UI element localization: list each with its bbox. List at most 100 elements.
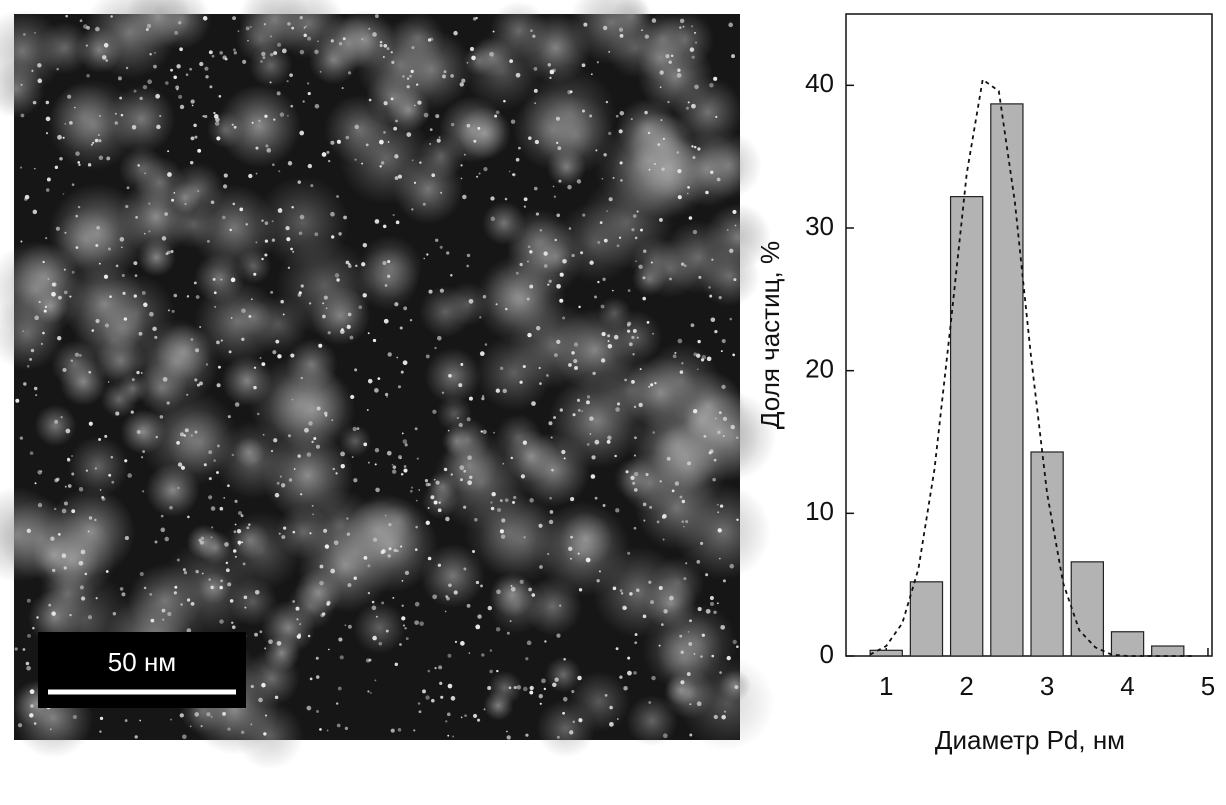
texture-particle	[227, 727, 231, 731]
texture-particle	[390, 97, 394, 101]
texture-particle	[557, 146, 562, 151]
texture-particle	[384, 514, 387, 517]
texture-particle	[427, 38, 432, 42]
texture-particle	[523, 205, 526, 208]
texture-particle	[608, 131, 612, 136]
texture-particle	[85, 469, 89, 472]
texture-particle	[648, 168, 651, 171]
texture-particle	[533, 67, 538, 71]
texture-particle	[229, 228, 232, 232]
texture-particle	[558, 179, 562, 183]
texture-particle	[501, 518, 506, 523]
texture-particle	[438, 136, 441, 139]
texture-particle	[489, 51, 494, 57]
texture-particle	[220, 278, 223, 281]
texture-particle	[616, 718, 619, 720]
texture-particle	[384, 284, 388, 287]
texture-particle	[680, 650, 684, 654]
texture-particle	[483, 167, 488, 172]
texture-particle	[216, 340, 220, 345]
texture-particle	[681, 362, 684, 365]
texture-particle	[650, 261, 653, 264]
texture-particle	[206, 712, 211, 717]
texture-particle	[186, 295, 190, 298]
texture-particle	[315, 444, 321, 449]
texture-particle	[319, 564, 324, 569]
texture-particle	[656, 520, 660, 524]
texture-particle	[513, 495, 517, 500]
texture-particle	[83, 24, 88, 29]
texture-particle	[255, 172, 258, 175]
texture-particle	[87, 163, 92, 167]
texture-particle	[349, 335, 354, 340]
texture-particle	[662, 538, 665, 541]
texture-particle	[469, 475, 473, 480]
texture-particle	[174, 585, 178, 589]
micrograph	[0, 0, 777, 770]
texture-particle	[571, 689, 575, 694]
texture-particle	[415, 499, 418, 502]
texture-particle	[667, 100, 670, 104]
texture-particle	[472, 713, 478, 718]
texture-blob	[539, 240, 573, 274]
texture-particle	[299, 623, 302, 626]
texture-particle	[264, 239, 269, 243]
texture-particle	[633, 471, 639, 477]
texture-particle	[730, 424, 735, 430]
texture-particle	[287, 114, 289, 117]
texture-particle	[716, 177, 721, 182]
texture-particle	[728, 22, 734, 28]
texture-particle	[477, 126, 481, 130]
texture-particle	[236, 529, 242, 534]
texture-particle	[319, 728, 322, 731]
texture-particle	[429, 143, 432, 145]
texture-particle	[460, 177, 463, 180]
texture-particle	[402, 624, 405, 627]
texture-particle	[615, 647, 619, 651]
texture-particle	[636, 210, 639, 213]
texture-particle	[460, 641, 465, 646]
texture-particle	[554, 238, 557, 242]
texture-particle	[672, 354, 677, 359]
texture-particle	[553, 416, 557, 420]
texture-particle	[99, 115, 101, 117]
texture-particle	[292, 600, 296, 603]
texture-particle	[705, 608, 711, 614]
texture-particle	[726, 229, 729, 231]
x-tick-label: 5	[1201, 671, 1215, 701]
texture-particle	[456, 416, 459, 420]
texture-particle	[191, 104, 194, 107]
texture-particle	[231, 453, 235, 457]
texture-particle	[572, 413, 576, 417]
texture-particle	[387, 259, 391, 264]
texture-particle	[199, 325, 202, 328]
texture-particle	[136, 370, 140, 375]
texture-particle	[390, 51, 393, 54]
texture-particle	[270, 290, 274, 294]
texture-blob	[476, 334, 553, 412]
texture-particle	[325, 414, 328, 417]
texture-blob	[631, 261, 667, 296]
texture-particle	[26, 528, 31, 533]
texture-particle	[245, 26, 250, 31]
texture-particle	[14, 647, 18, 651]
texture-particle	[153, 64, 157, 69]
texture-blob	[0, 486, 65, 583]
texture-particle	[645, 472, 649, 477]
texture-particle	[219, 619, 224, 624]
texture-particle	[577, 552, 580, 555]
texture-particle	[670, 54, 674, 58]
texture-particle	[556, 633, 561, 638]
texture-particle	[143, 302, 148, 308]
texture-particle	[427, 669, 431, 673]
texture-particle	[15, 398, 20, 403]
texture-particle	[603, 238, 608, 243]
texture-particle	[322, 302, 324, 305]
texture-particle	[307, 36, 312, 41]
texture-particle	[394, 302, 399, 307]
texture-particle	[248, 173, 253, 179]
texture-particle	[227, 582, 232, 587]
texture-particle	[262, 433, 265, 436]
texture-particle	[586, 395, 591, 399]
texture-particle	[729, 563, 735, 569]
